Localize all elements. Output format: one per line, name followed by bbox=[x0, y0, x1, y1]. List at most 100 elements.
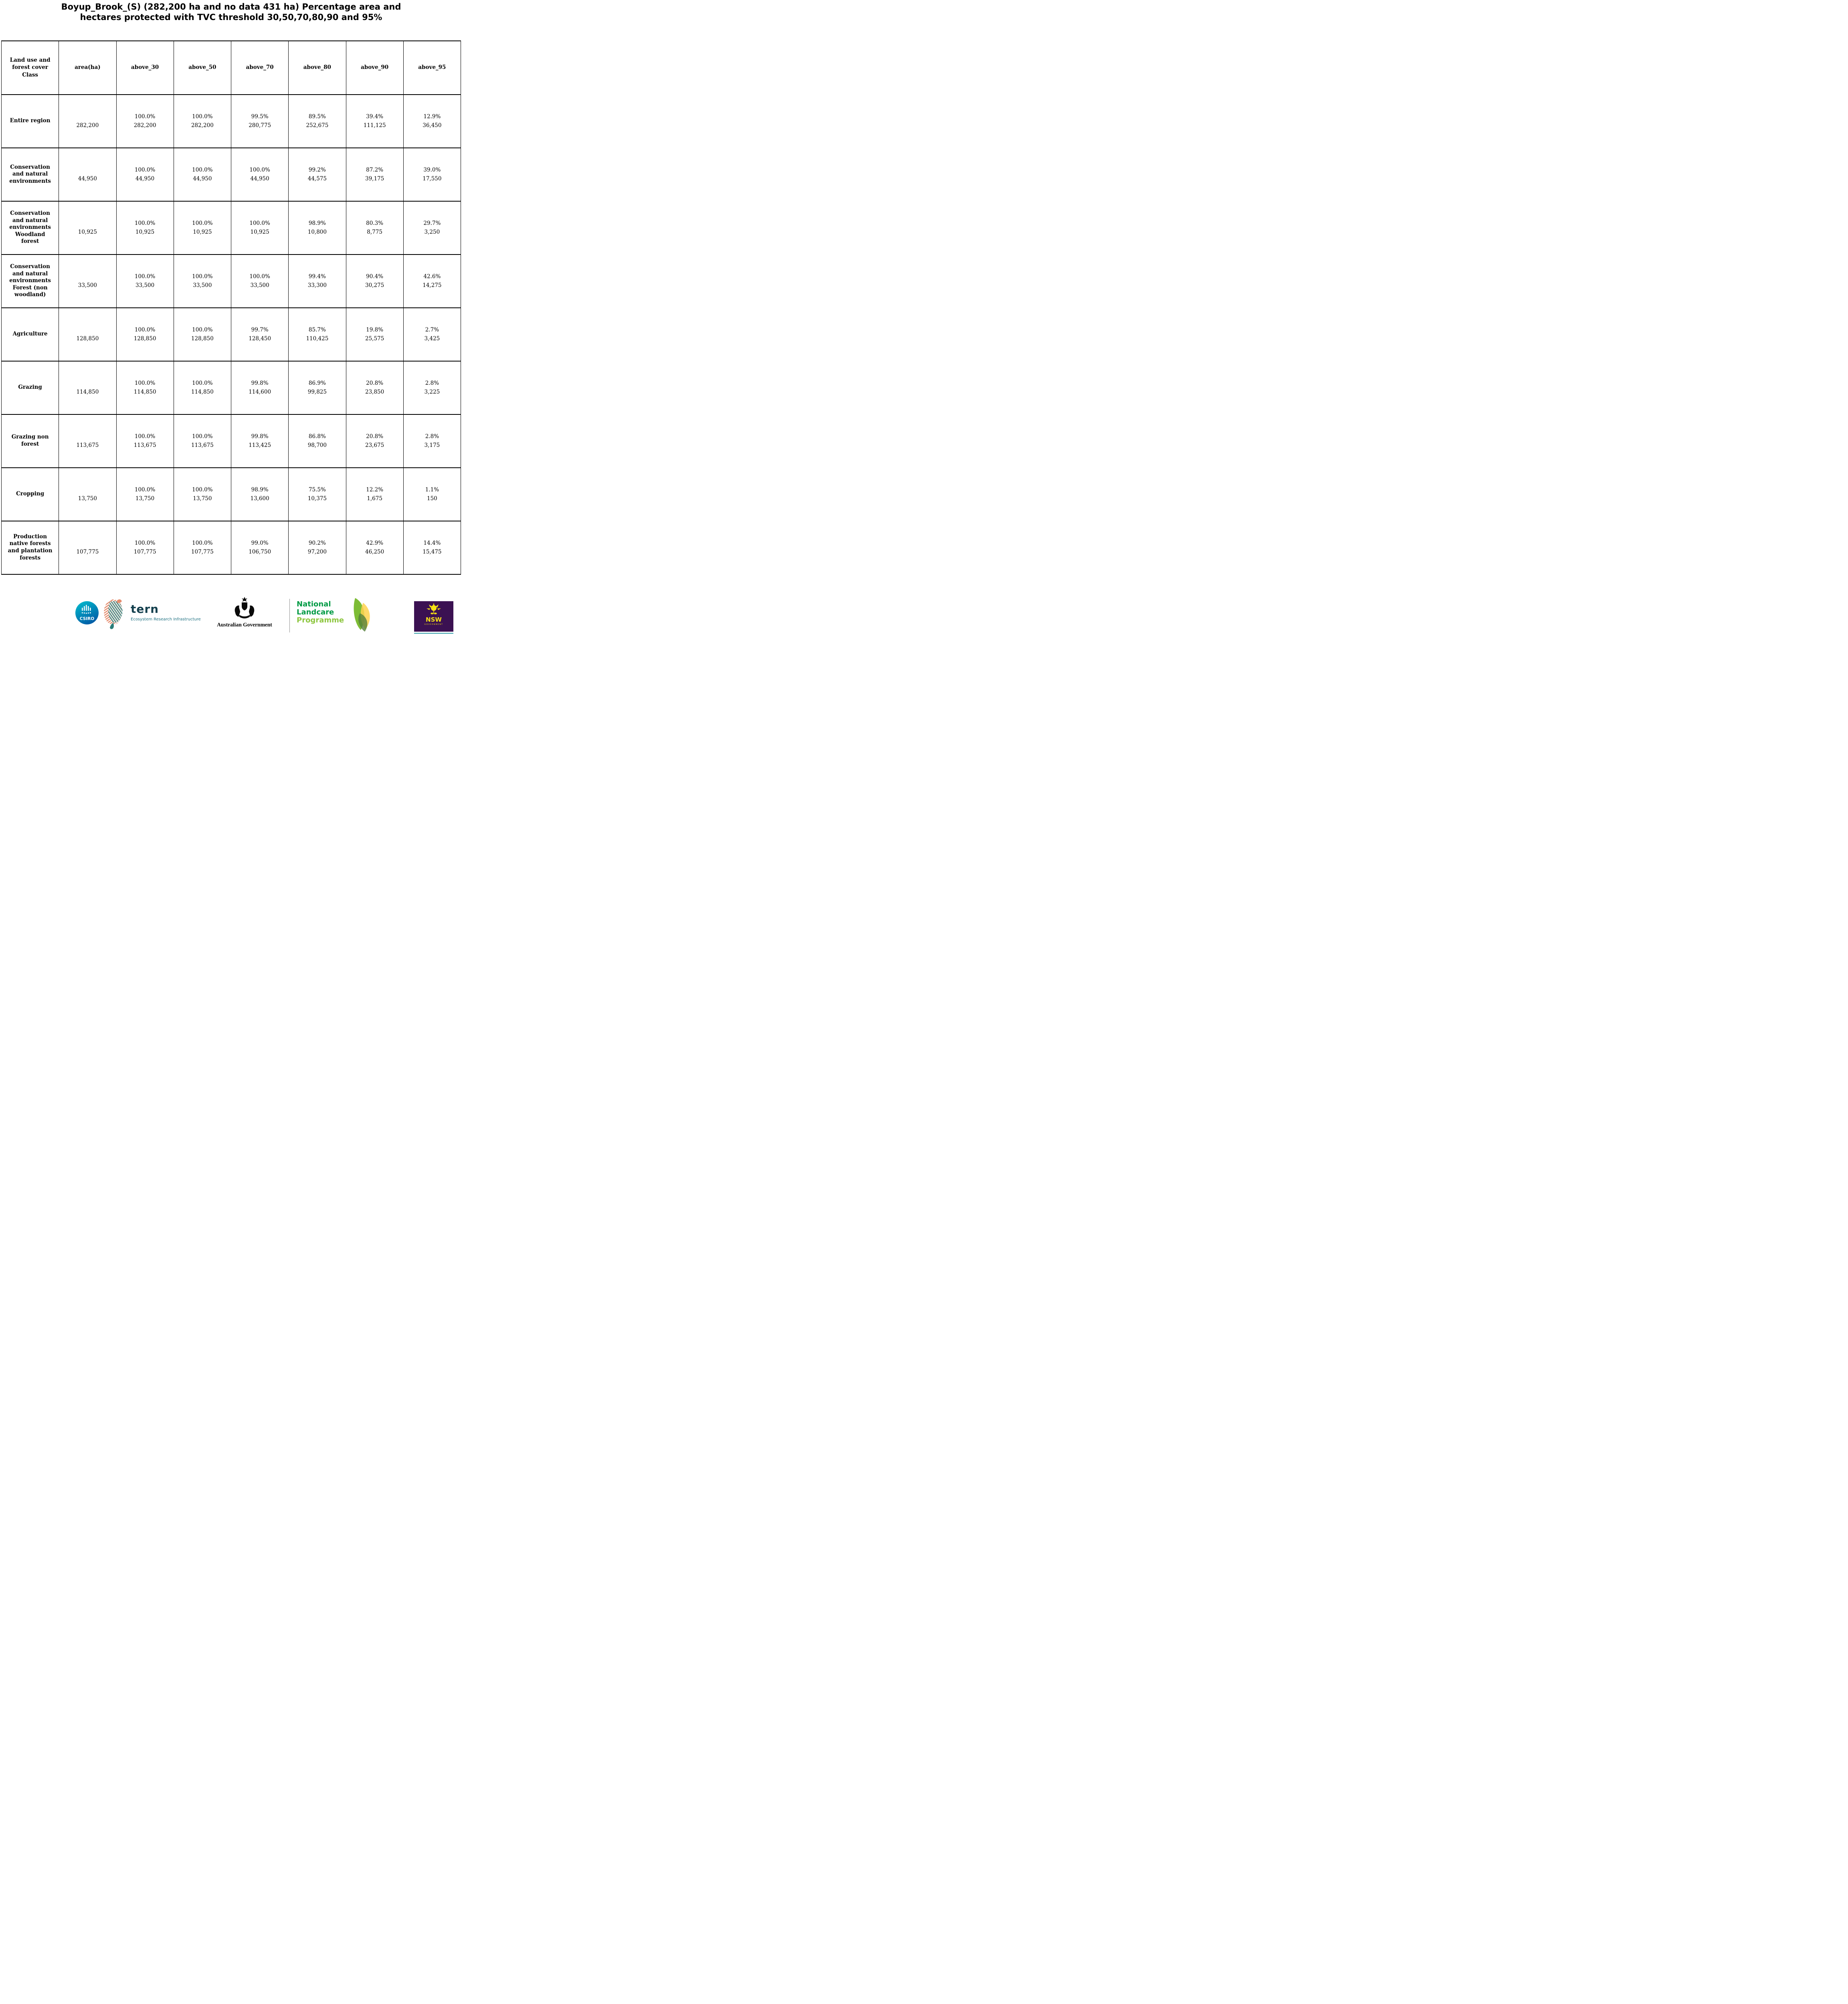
hectares-value: 13,750 bbox=[135, 495, 155, 502]
threshold-cell: 1.1% 150 bbox=[403, 467, 461, 521]
threshold-cell: 100.0% 44,950 bbox=[116, 147, 174, 201]
percent-value: 14.4% bbox=[423, 539, 441, 546]
percent-value: 100.0% bbox=[134, 326, 156, 333]
hectares-value: 44,950 bbox=[193, 176, 212, 182]
hectares-value: 30,275 bbox=[365, 282, 384, 289]
threshold-cell: 20.8% 23,850 bbox=[346, 361, 404, 414]
percent-value: 12.2% bbox=[366, 486, 384, 493]
percent-value: 19.8% bbox=[366, 326, 384, 333]
hectares-value: 44,950 bbox=[135, 176, 155, 182]
page-title-line1: Boyup_Brook_(S) (282,200 ha and no data … bbox=[61, 2, 401, 12]
threshold-cell: 99.0% 106,750 bbox=[230, 521, 289, 574]
area-cell: 114,850 bbox=[59, 361, 117, 414]
row-label: Conservation and natural environments bbox=[1, 147, 59, 201]
hectares-value: 33,500 bbox=[250, 282, 269, 289]
table-row: Conservation and natural environments 44… bbox=[1, 147, 461, 201]
percent-value: 99.8% bbox=[251, 380, 269, 386]
hectares-value: 13,750 bbox=[193, 495, 212, 502]
landcare-line2: Landcare bbox=[297, 608, 334, 617]
threshold-cell: 2.7% 3,425 bbox=[403, 307, 461, 361]
hectares-value: 128,450 bbox=[249, 335, 271, 342]
spacer bbox=[59, 432, 115, 441]
spacer bbox=[59, 485, 115, 494]
nsw-wordmark: NSW bbox=[426, 616, 442, 623]
percent-value: 100.0% bbox=[134, 220, 156, 226]
hectares-value: 280,775 bbox=[249, 122, 271, 129]
threshold-cell: 75.5% 10,375 bbox=[288, 467, 346, 521]
threshold-cell: 90.4% 30,275 bbox=[346, 254, 404, 308]
tern-wordmark: tern bbox=[131, 602, 159, 616]
percent-value: 100.0% bbox=[192, 113, 213, 120]
percent-value: 90.2% bbox=[308, 539, 326, 546]
tern-subtitle: Ecosystem Research Infrastructure bbox=[131, 617, 201, 622]
area-cell: 13,750 bbox=[59, 467, 117, 521]
area-value: 44,950 bbox=[78, 176, 97, 182]
australian-coat-of-arms-icon bbox=[235, 597, 255, 618]
hectares-value: 150 bbox=[427, 495, 437, 502]
hectares-value: 97,200 bbox=[307, 549, 327, 555]
threshold-cell: 100.0% 10,925 bbox=[230, 201, 289, 255]
percent-value: 85.7% bbox=[308, 326, 326, 333]
row-label: Cropping bbox=[1, 467, 59, 521]
percent-value: 100.0% bbox=[249, 220, 270, 226]
spacer bbox=[59, 539, 115, 547]
threshold-cell: 19.8% 25,575 bbox=[346, 307, 404, 361]
hectares-value: 106,750 bbox=[249, 549, 271, 555]
threshold-cell: 86.9% 99,825 bbox=[288, 361, 346, 414]
hectares-value: 23,675 bbox=[365, 442, 384, 448]
hectares-value: 15,475 bbox=[423, 549, 442, 555]
hectares-value: 107,775 bbox=[191, 549, 214, 555]
row-label: Grazing bbox=[1, 361, 59, 414]
header-row: Land use and forest cover Class area(ha)… bbox=[1, 40, 461, 95]
hectares-value: 282,200 bbox=[133, 122, 156, 129]
hectares-value: 10,375 bbox=[307, 495, 327, 502]
threshold-cell: 99.8% 113,425 bbox=[230, 414, 289, 468]
page-title-line2: hectares protected with TVC threshold 30… bbox=[80, 12, 382, 22]
hectares-value: 36,450 bbox=[423, 122, 442, 129]
percent-value: 12.9% bbox=[423, 113, 441, 120]
area-value: 114,850 bbox=[76, 389, 99, 395]
spacer bbox=[59, 379, 115, 388]
landcare-line1: National bbox=[297, 600, 331, 608]
aboriginal-art-icon bbox=[104, 599, 123, 629]
percent-value: 29.7% bbox=[423, 220, 441, 226]
hectares-value: 25,575 bbox=[365, 335, 384, 342]
percent-value: 42.9% bbox=[366, 539, 384, 546]
nsw-waratah-icon bbox=[427, 603, 441, 614]
landcare-leaves-icon bbox=[354, 598, 370, 632]
percent-value: 100.0% bbox=[134, 166, 156, 173]
threshold-cell: 100.0% 113,675 bbox=[116, 414, 174, 468]
threshold-cell: 89.5% 252,675 bbox=[288, 94, 346, 148]
table-row: Production native forests and plantation… bbox=[1, 521, 461, 574]
row-label: Conservation and natural environments Fo… bbox=[1, 254, 59, 308]
threshold-cell: 100.0% 44,950 bbox=[230, 147, 289, 201]
percent-value: 75.5% bbox=[308, 486, 326, 493]
percent-value: 39.4% bbox=[366, 113, 384, 120]
spacer bbox=[59, 219, 115, 228]
percent-value: 100.0% bbox=[192, 486, 213, 493]
tern-logo: tern Ecosystem Research Infrastructure bbox=[131, 604, 215, 622]
percent-value: 100.0% bbox=[192, 433, 213, 440]
nsw-government-logo: NSW GOVERNMENT bbox=[414, 601, 453, 632]
col-header-area: area(ha) bbox=[59, 40, 117, 95]
row-label: Entire region bbox=[1, 94, 59, 148]
nsw-underline bbox=[414, 633, 453, 634]
col-header-above-30: above_30 bbox=[116, 40, 174, 95]
spacer bbox=[59, 166, 115, 174]
percent-value: 99.0% bbox=[251, 539, 269, 546]
spacer bbox=[59, 272, 115, 281]
row-label: Production native forests and plantation… bbox=[1, 521, 59, 574]
nsw-government-label: GOVERNMENT bbox=[424, 624, 443, 626]
hectares-value: 13,600 bbox=[250, 495, 269, 502]
col-header-above-50: above_50 bbox=[173, 40, 232, 95]
hectares-value: 3,225 bbox=[424, 389, 440, 395]
percent-value: 100.0% bbox=[134, 113, 156, 120]
threshold-cell: 42.9% 46,250 bbox=[346, 521, 404, 574]
threshold-cell: 99.2% 44,575 bbox=[288, 147, 346, 201]
hectares-value: 33,500 bbox=[193, 282, 212, 289]
percent-value: 2.8% bbox=[425, 380, 439, 386]
percent-value: 39.0% bbox=[423, 166, 441, 173]
row-label: Agriculture bbox=[1, 307, 59, 361]
page-title: Boyup_Brook_(S) (282,200 ha and no data … bbox=[0, 0, 462, 23]
table-body: Entire region 282,200 100.0% 282,200 100.0%… bbox=[1, 94, 461, 574]
